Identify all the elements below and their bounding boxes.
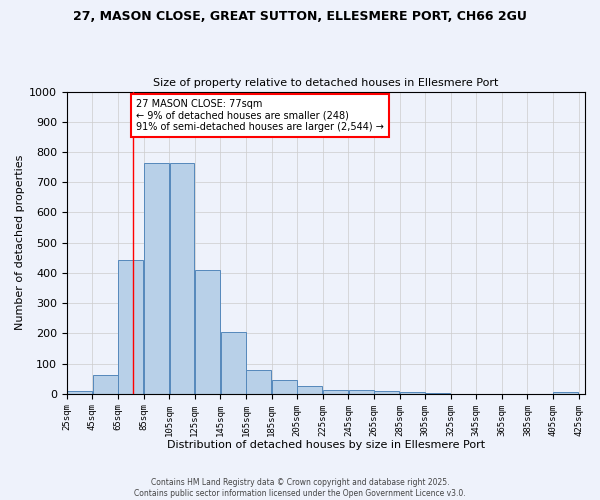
Bar (221, 332, 245, 394)
Bar (400, 392, 425, 394)
Text: Contains HM Land Registry data © Crown copyright and database right 2025.
Contai: Contains HM Land Registry data © Crown c… (134, 478, 466, 498)
Bar (67, 391, 92, 394)
Bar (118, 260, 143, 394)
Bar (323, 390, 348, 394)
X-axis label: Distribution of detached houses by size in Ellesmere Port: Distribution of detached houses by size … (167, 440, 485, 450)
Bar (349, 390, 374, 394)
Title: Size of property relative to detached houses in Ellesmere Port: Size of property relative to detached ho… (153, 78, 499, 88)
Text: 27, MASON CLOSE, GREAT SUTTON, ELLESMERE PORT, CH66 2GU: 27, MASON CLOSE, GREAT SUTTON, ELLESMERE… (73, 10, 527, 23)
Bar (298, 386, 322, 394)
Bar (170, 162, 194, 394)
Bar (93, 375, 118, 394)
Bar (272, 380, 297, 394)
Text: 27 MASON CLOSE: 77sqm
← 9% of detached houses are smaller (248)
91% of semi-deta: 27 MASON CLOSE: 77sqm ← 9% of detached h… (136, 99, 384, 132)
Y-axis label: Number of detached properties: Number of detached properties (15, 155, 25, 330)
Bar (425, 393, 451, 394)
Bar (195, 270, 220, 394)
Bar (144, 162, 169, 394)
Bar (374, 391, 399, 394)
Bar (247, 370, 271, 394)
Bar (553, 392, 578, 394)
